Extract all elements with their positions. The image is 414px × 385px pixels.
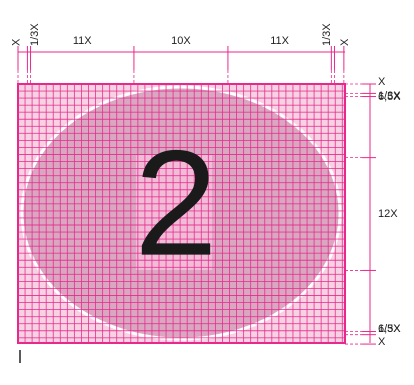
dimension-label: X bbox=[339, 38, 351, 46]
label-area bbox=[18, 84, 345, 343]
dimension-label: 6,5X bbox=[378, 323, 401, 335]
dimension-label: X bbox=[378, 76, 386, 88]
dimension-label: 1/3X bbox=[321, 23, 333, 46]
outer-border bbox=[17, 83, 346, 344]
dimension-label: 1/3X bbox=[378, 323, 401, 335]
dimension-label: 12X bbox=[378, 208, 398, 220]
dimension-label: 11X bbox=[73, 35, 92, 47]
dimension-label: 6,5X bbox=[378, 91, 401, 103]
dimension-label: 1/3X bbox=[378, 90, 401, 102]
numeral: 2 bbox=[134, 119, 217, 287]
dimension-label: X bbox=[11, 38, 23, 46]
dimension-label: 1/3X bbox=[29, 23, 41, 46]
numeral-box bbox=[136, 155, 212, 270]
dimension-label: 10X bbox=[171, 35, 191, 47]
dimension-label: X bbox=[378, 336, 386, 348]
dimension-label: 11X bbox=[270, 35, 289, 47]
top-dimensions: X 1/3X 11X 10X 11X 1/3X X bbox=[11, 23, 351, 84]
